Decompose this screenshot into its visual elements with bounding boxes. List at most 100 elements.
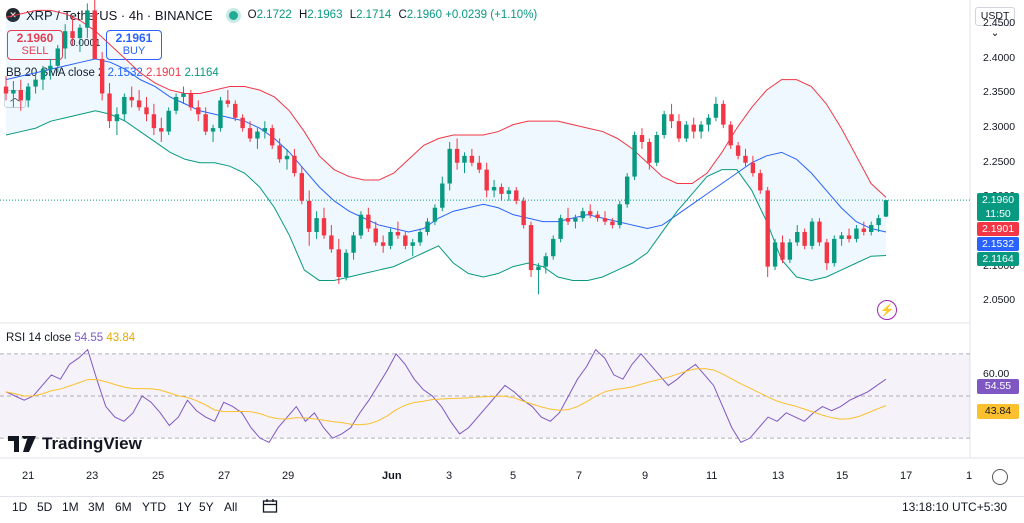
candle-body	[410, 242, 415, 246]
candle-body	[380, 242, 386, 246]
candle-body	[255, 131, 260, 139]
candle-body	[432, 207, 438, 222]
candle-body	[787, 242, 793, 260]
bar-countdown: 11:50	[985, 208, 1011, 221]
candle-body	[292, 155, 297, 174]
candle-body	[499, 186, 504, 194]
clock-timezone[interactable]: 13:18:10 UTC+5:30	[902, 500, 1008, 514]
candle-body	[595, 214, 600, 219]
candle-body	[824, 242, 830, 264]
candle-body	[462, 155, 467, 163]
range-button-1m[interactable]: 1M	[62, 500, 79, 514]
time-axis-label: 27	[218, 470, 231, 482]
range-button-6m[interactable]: 6M	[115, 500, 132, 514]
candle-body	[62, 31, 68, 49]
buy-button[interactable]: 2.1961 BUY	[106, 30, 162, 60]
candle-body	[447, 148, 452, 184]
candle-body	[632, 135, 637, 177]
bb-lower-line	[5, 110, 887, 281]
candle-body	[343, 252, 349, 277]
candle-body	[329, 235, 334, 250]
candle-body	[336, 249, 341, 277]
calendar-range-icon[interactable]	[262, 498, 278, 519]
candle-body	[521, 200, 526, 226]
open-value: 2.1722	[256, 9, 292, 21]
candle-body	[698, 124, 704, 132]
rsi-legend[interactable]: RSI 14 close 54.55 43.84	[6, 332, 135, 344]
candle-body	[203, 114, 208, 132]
low-value: 2.1714	[356, 9, 392, 21]
candle-body	[713, 103, 719, 118]
time-axis-label: 17	[900, 470, 913, 482]
candle-body	[706, 117, 711, 125]
range-button-ytd[interactable]: YTD	[142, 500, 166, 514]
spread-value: 0.0001	[70, 38, 101, 49]
candle-body	[839, 235, 844, 239]
last-price-tag: 2.1960 11:50	[977, 193, 1019, 222]
candle-body	[284, 155, 290, 160]
candle-body	[11, 90, 16, 94]
market-open-indicator	[228, 10, 238, 20]
sell-price: 2.1960	[8, 32, 62, 45]
range-button-1d[interactable]: 1D	[12, 500, 28, 514]
candle-body	[233, 103, 238, 118]
sell-button[interactable]: 2.1960 SELL	[7, 30, 63, 60]
candle-body	[869, 225, 874, 232]
bb-legend[interactable]: BB 20 SMA close 2 2.1532 2.1901 2.1164	[6, 67, 219, 79]
candle-body	[491, 186, 497, 191]
candle-body	[809, 221, 815, 246]
range-button-all[interactable]: All	[224, 500, 238, 514]
candle-body	[92, 10, 97, 59]
candle-body	[306, 200, 312, 232]
time-axis-label: 25	[152, 470, 165, 482]
candle-body	[772, 242, 778, 267]
candle-body	[883, 200, 889, 217]
high-label: H	[298, 9, 308, 21]
bb-upper-value: 2.1901	[146, 67, 182, 79]
currency-label: USDT	[980, 10, 1010, 22]
buy-label: BUY	[122, 45, 146, 57]
rsi-line	[5, 348, 887, 443]
candle-body	[691, 124, 696, 132]
candle-body	[484, 169, 489, 191]
candle-body	[107, 93, 112, 122]
candle-body	[558, 218, 563, 239]
candle-body	[573, 218, 578, 222]
low-label: L	[349, 9, 357, 21]
candle-body	[440, 183, 445, 208]
candle-body	[817, 221, 822, 243]
candle-body	[528, 225, 534, 271]
bb-lower-value: 2.1164	[184, 67, 219, 79]
candle-body	[33, 79, 38, 87]
bb-fill	[6, 10, 886, 281]
candle-body	[647, 141, 652, 163]
candle-body	[639, 135, 645, 142]
candle-body	[765, 190, 770, 267]
logo-text: TradingView	[42, 434, 142, 453]
candle-body	[181, 93, 186, 97]
candle-body	[388, 231, 393, 246]
candle-body	[721, 103, 726, 125]
candle-body	[861, 228, 867, 232]
time-axis-label: Jun	[382, 470, 402, 482]
chart-canvas[interactable]	[0, 0, 1024, 496]
candle-body	[469, 155, 475, 163]
gear-icon[interactable]	[992, 469, 1008, 485]
range-button-3m[interactable]: 3M	[88, 500, 105, 514]
rsi-legend-value: 54.55	[74, 332, 104, 344]
range-button-5d[interactable]: 5D	[37, 500, 53, 514]
candle-body	[122, 96, 127, 115]
range-button-5y[interactable]: 5Y	[199, 500, 214, 514]
time-axis-label: 3	[446, 470, 453, 482]
bb-basis-line	[5, 58, 887, 233]
candle-body	[624, 176, 630, 205]
candle-body	[832, 238, 837, 264]
candle-body	[18, 90, 23, 101]
rsi-legend-name: RSI 14 close	[6, 332, 72, 344]
candle-body	[580, 211, 586, 219]
price-axis-label: 2.3000	[983, 121, 1016, 134]
range-button-1y[interactable]: 1Y	[177, 500, 192, 514]
lightning-icon[interactable]: ⚡	[877, 300, 897, 320]
xrp-icon: ✕	[6, 8, 20, 22]
currency-selector[interactable]: USDT ⌄	[975, 7, 1015, 39]
